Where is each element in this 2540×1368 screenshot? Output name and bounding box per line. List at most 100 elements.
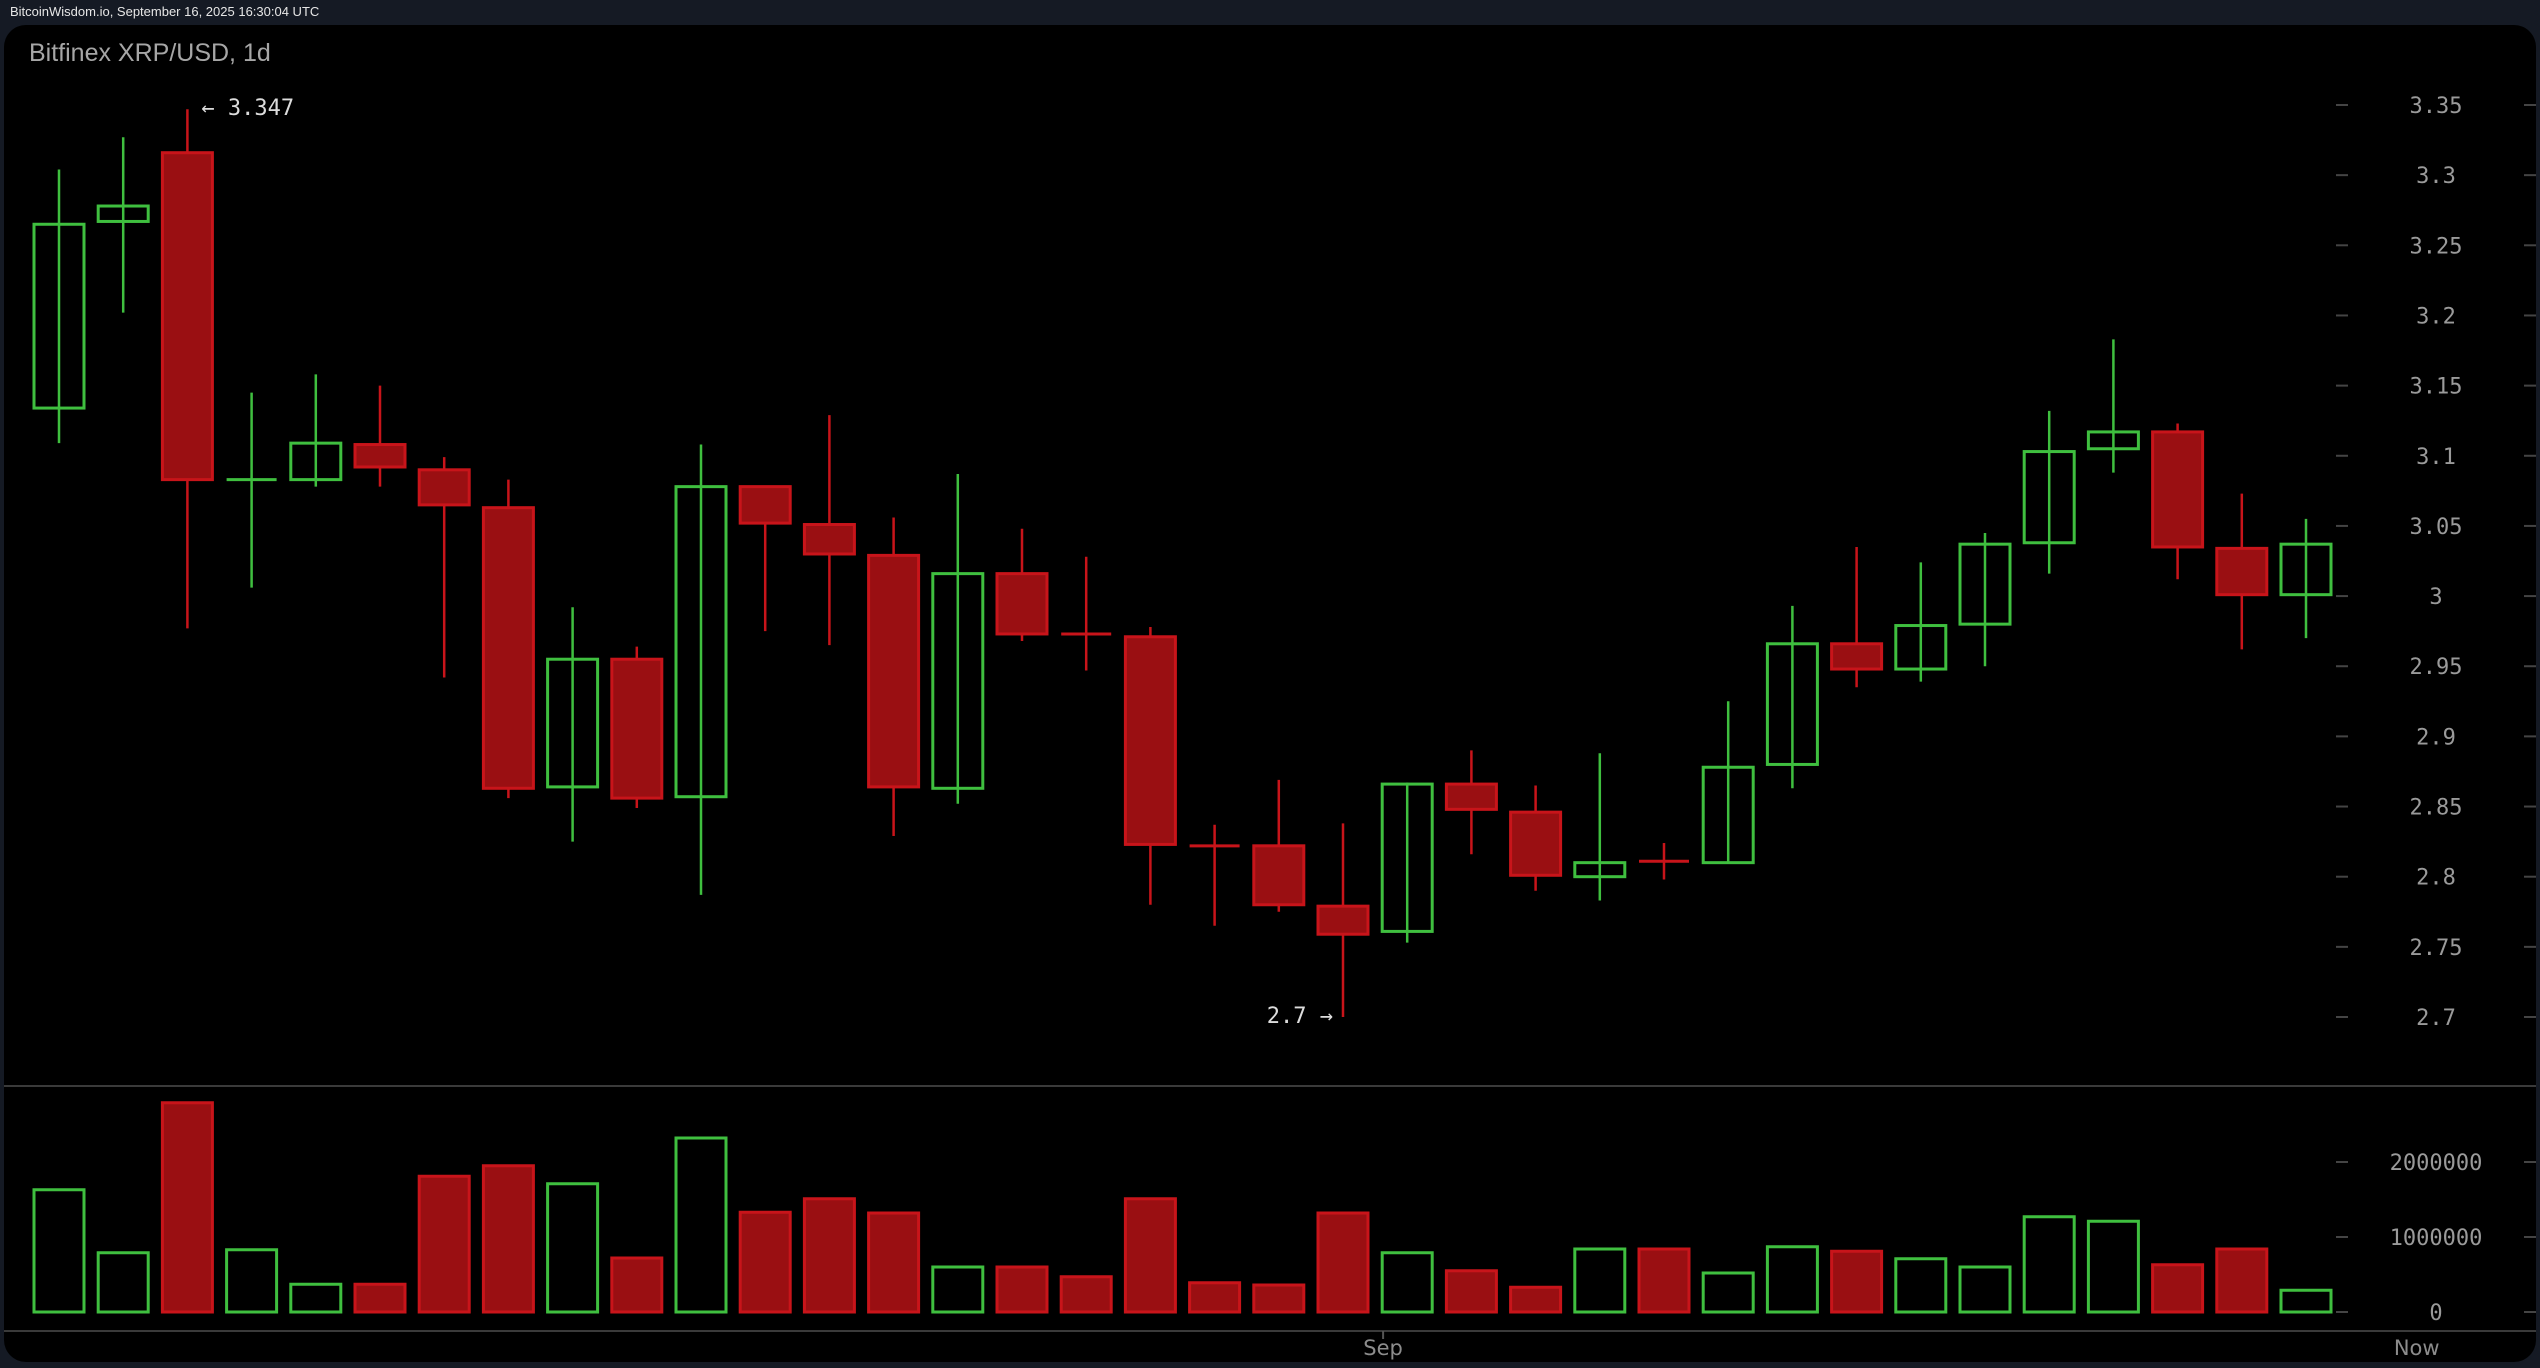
candle xyxy=(2151,423,2205,580)
volume-bar xyxy=(1059,1275,1113,1314)
candle xyxy=(1380,782,1434,943)
low-annotation: 2.7 → xyxy=(1267,1004,1333,1029)
volume-bar xyxy=(417,1174,471,1314)
volume-bar xyxy=(1509,1285,1563,1314)
volume-bar xyxy=(2279,1288,2333,1314)
volume-bar xyxy=(1252,1283,1306,1314)
x-tick-label: Now xyxy=(2394,1336,2440,1360)
price-tick-label: 2.75 xyxy=(2410,936,2463,961)
volume-bars xyxy=(32,1101,2333,1314)
price-tick-label: 3 xyxy=(2429,585,2442,610)
volume-tick-label: 1000000 xyxy=(2390,1226,2483,1251)
volume-bar xyxy=(1958,1265,2012,1314)
candle xyxy=(995,528,1049,641)
volume-tick-label: 0 xyxy=(2429,1301,2442,1326)
volume-bar xyxy=(867,1211,921,1314)
volume-bar xyxy=(96,1251,150,1314)
volume-bar xyxy=(2215,1247,2269,1314)
volume-bar xyxy=(2022,1215,2076,1314)
candle xyxy=(2022,410,2076,574)
candle xyxy=(353,385,407,487)
volume-bar xyxy=(2151,1263,2205,1314)
candle xyxy=(610,646,664,808)
axis-grid: 3.35 3.3 3.25 3.2 3.15 3.1 3.05 3 2.95 2.9 2.85 2.8… xyxy=(4,94,2536,1360)
candle xyxy=(226,392,277,588)
candle xyxy=(546,607,600,842)
candle xyxy=(674,444,728,895)
candle xyxy=(1444,750,1498,855)
chart-panel: Bitfinex XRP/USD, 1d 3.35 3.3 3.25 3.2 3.15 3… xyxy=(4,25,2536,1362)
volume-bar xyxy=(2086,1219,2140,1314)
volume-bar xyxy=(1188,1281,1242,1314)
price-tick-label: 2.95 xyxy=(2410,655,2463,680)
candle xyxy=(481,479,535,799)
volume-bar xyxy=(225,1248,279,1314)
price-tick-label: 3.1 xyxy=(2416,445,2456,470)
price-tick-label: 2.7 xyxy=(2416,1006,2456,1031)
volume-bar xyxy=(481,1164,535,1314)
volume-bar xyxy=(995,1265,1049,1314)
volume-bar xyxy=(353,1282,407,1314)
candlestick-chart[interactable]: 3.35 3.3 3.25 3.2 3.15 3.1 3.05 3 2.95 2.9 2.85 2.8… xyxy=(4,25,2536,1362)
candle xyxy=(1701,701,1755,865)
price-tick-label: 3.35 xyxy=(2410,94,2463,119)
watermark: BitcoinWisdom.io, September 16, 2025 16:… xyxy=(10,4,320,19)
candle xyxy=(1639,843,1689,880)
volume-bar xyxy=(546,1182,600,1314)
volume-tick-label: 2000000 xyxy=(2390,1151,2483,1176)
candle xyxy=(1573,753,1627,901)
volume-bar xyxy=(1444,1269,1498,1314)
price-tick-label: 2.9 xyxy=(2416,725,2456,750)
candle xyxy=(1123,626,1177,905)
price-tick-label: 3.2 xyxy=(2416,304,2456,329)
volume-bar xyxy=(32,1188,86,1314)
volume-bar xyxy=(289,1282,343,1314)
candle xyxy=(1894,562,1948,682)
volume-bar xyxy=(802,1197,856,1314)
candle xyxy=(1958,532,2012,667)
candle xyxy=(289,374,343,487)
candle xyxy=(1189,824,1240,926)
x-tick-label: Sep xyxy=(1363,1336,1403,1360)
candle xyxy=(32,169,86,444)
volume-bar xyxy=(738,1210,792,1314)
high-annotation: ← 3.347 xyxy=(201,96,294,121)
candle xyxy=(1509,785,1563,891)
candle xyxy=(1061,556,1112,671)
candle xyxy=(1252,779,1306,912)
volume-bar xyxy=(674,1136,728,1314)
volume-bar xyxy=(610,1256,664,1314)
candle xyxy=(931,474,985,804)
candle xyxy=(160,109,214,629)
volume-bar xyxy=(1894,1257,1948,1314)
candle xyxy=(1765,605,1819,789)
volume-bar xyxy=(1573,1247,1627,1314)
candle xyxy=(802,415,856,646)
candle xyxy=(2279,518,2333,639)
volume-bar xyxy=(931,1265,985,1314)
price-tick-label: 3.25 xyxy=(2410,234,2463,259)
volume-bar xyxy=(1637,1247,1691,1314)
candle xyxy=(96,137,150,313)
price-tick-label: 3.15 xyxy=(2410,375,2463,400)
candle xyxy=(2086,339,2140,473)
chart-annotations: ← 3.347 2.7 → xyxy=(201,96,1333,1029)
candle xyxy=(867,517,921,837)
volume-bar xyxy=(160,1101,214,1314)
volume-bar xyxy=(1316,1211,1370,1314)
volume-bar xyxy=(1830,1249,1884,1314)
volume-bar xyxy=(1765,1245,1819,1314)
volume-bar xyxy=(1380,1251,1434,1314)
price-tick-label: 3.3 xyxy=(2416,164,2456,189)
chart-title: Bitfinex XRP/USD, 1d xyxy=(29,39,271,67)
candle xyxy=(2215,493,2269,650)
candle xyxy=(738,485,792,632)
candle xyxy=(1316,823,1370,1017)
price-tick-label: 2.85 xyxy=(2410,796,2463,821)
volume-bar xyxy=(1123,1197,1177,1314)
price-tick-label: 2.8 xyxy=(2416,866,2456,891)
candle xyxy=(1830,546,1884,688)
price-tick-label: 3.05 xyxy=(2410,515,2463,540)
volume-bar xyxy=(1701,1271,1755,1314)
price-candles xyxy=(32,109,2333,1017)
